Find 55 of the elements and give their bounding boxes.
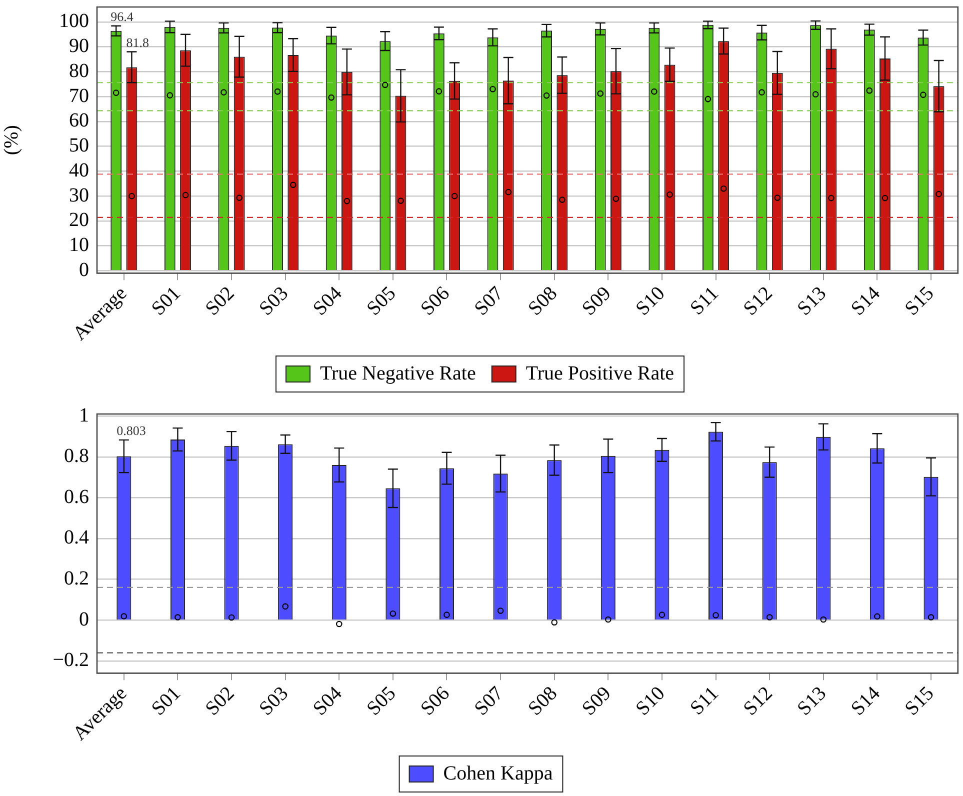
x-tick-label: S03 [255,682,293,720]
y-tick-label: 60 [69,110,89,132]
y-tick-label: 10 [69,234,89,256]
data-label: 81.8 [126,34,149,50]
x-tick-label: S15 [900,282,938,320]
y-tick-label: 0.8 [64,445,89,468]
data-label: 96.4 [110,8,134,24]
x-tick-label: S09 [578,682,616,720]
y-tick-label: 40 [69,159,89,182]
y-axis-title: (%) [0,125,22,156]
x-tick-label: S14 [846,682,884,720]
x-tick-label: S11 [686,682,724,720]
legend-label: True Negative Rate [320,362,476,384]
y-tick-label: 0 [79,258,89,281]
x-tick-label: S12 [739,682,777,720]
x-tick-label: S08 [524,682,562,720]
x-tick-label: S05 [362,682,400,720]
x-tick-label: S11 [686,282,724,320]
x-tick-label: S06 [416,682,454,720]
x-tick-label: S05 [362,282,400,320]
y-tick-label: 0.4 [64,526,89,549]
data-label: 0.803 [116,422,146,438]
x-tick-label: S15 [900,682,938,720]
x-tick-label: S10 [632,282,670,320]
y-tick-label: 80 [69,60,89,82]
x-tick-label: S07 [470,682,508,720]
x-tick-label: S02 [201,282,239,320]
x-tick-label: S03 [255,282,293,320]
x-tick-label: S10 [632,682,670,720]
x-tick-label: S06 [416,282,454,320]
y-tick-label: 100 [59,10,89,32]
x-tick-label: S08 [524,282,562,320]
x-tick-label: S13 [793,282,831,320]
x-tick-label: S07 [470,282,508,320]
legend-label: Cohen Kappa [443,762,553,784]
y-tick-label: 30 [69,184,89,206]
x-tick-label: S09 [578,282,616,320]
x-tick-label: S04 [308,682,346,720]
x-tick-label: S14 [846,282,884,320]
y-tick-label: 90 [69,35,89,58]
legend-label: True Positive Rate [526,362,674,384]
y-tick-label: 0 [79,608,89,630]
x-tick-label: S04 [308,282,346,320]
y-tick-label: 20 [69,209,89,232]
y-tick-label: 50 [69,134,89,157]
y-tick-label: 0.2 [64,568,89,590]
x-tick-label: S02 [201,682,239,720]
x-tick-label: S12 [739,282,777,320]
x-tick-label: S01 [147,282,185,320]
x-tick-label: S01 [147,682,185,720]
y-tick-label: 0.6 [64,486,89,508]
y-tick-label: −0.2 [52,649,89,672]
x-tick-label: S13 [793,682,831,720]
y-tick-label: 70 [69,84,89,107]
y-tick-label: 1 [79,404,89,426]
